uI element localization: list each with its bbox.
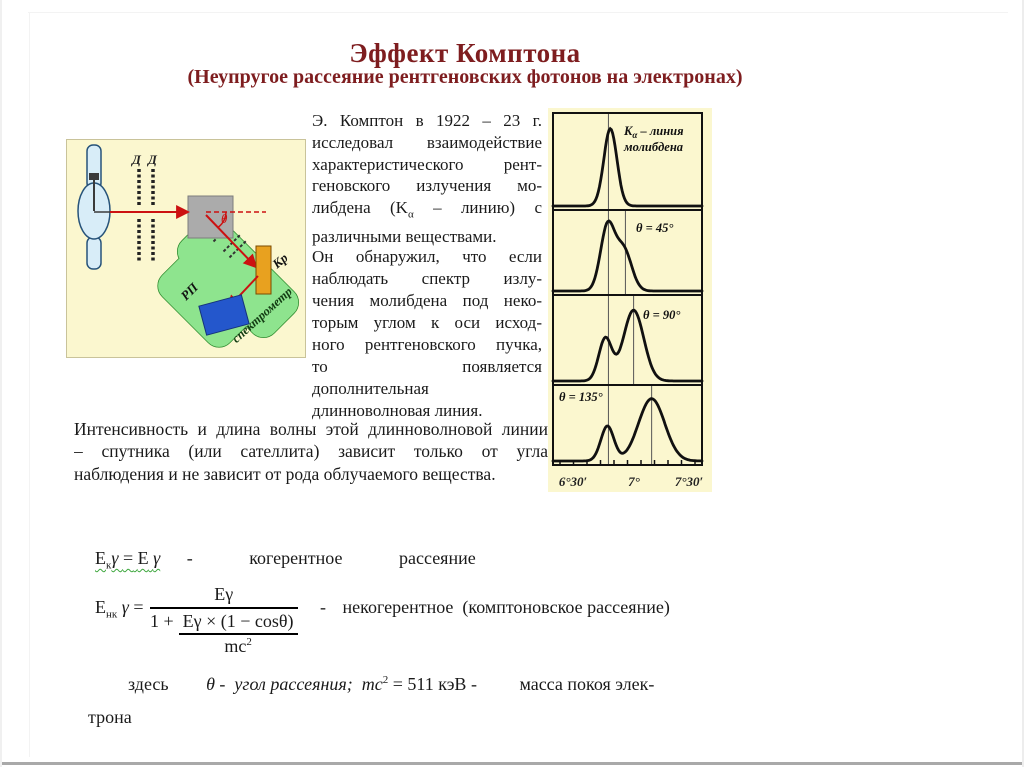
definitions-line-cont: трона	[88, 707, 132, 727]
panel4-angle-label: θ = 135°	[559, 390, 603, 404]
text-line: торым углом к оси исход-	[312, 313, 542, 332]
slide-right-edge	[1022, 0, 1024, 767]
fraction-numerator: Eγ	[150, 584, 298, 609]
text-line: Он обнаружил, что если	[312, 247, 542, 266]
inner-denominator: mc2	[224, 636, 252, 656]
guide-line-top	[28, 12, 1008, 13]
intro-paragraph-1: Э. Комптон в 1922 – 23 г. исследовал вза…	[312, 110, 542, 248]
slide-left-edge	[0, 0, 2, 767]
coherent-formula: Eкγ = E γ	[95, 548, 161, 572]
spectra-chart: Kα – линия молибдена θ = 45° θ = 90° θ =…	[548, 108, 712, 492]
chart-background	[548, 108, 712, 492]
text-line: различными веществами.	[312, 227, 497, 247]
definitions-line: здесь θ - угол рассеяния; mc2 = 511 кэВ …	[128, 674, 655, 694]
spectrum-curve-source	[551, 126, 704, 208]
mc2-value: = 511 кэВ -	[388, 674, 477, 694]
here-word: здесь	[128, 674, 169, 694]
text-line: ного рентгеновского пучка,	[312, 335, 542, 354]
text-line: характеристического рент-	[312, 154, 542, 174]
mass-definition: масса покоя элек-	[519, 674, 655, 694]
scattering-angle-arc	[217, 211, 227, 228]
experiment-diagram: Д Д θ Кр РП спектрометр	[66, 139, 306, 358]
panel3-angle-label: θ = 90°	[643, 308, 680, 322]
inner-numerator: Eγ × (1 − cosθ)	[178, 611, 298, 635]
panel2-angle-label: θ = 45°	[636, 221, 673, 235]
text-line: наблюдать спектр излу-	[312, 269, 542, 288]
text-line: геновского излучения мо-	[312, 176, 542, 196]
x-tick-label: 6°30′	[559, 474, 588, 489]
text-line: исследовал взаимодействие	[312, 132, 542, 152]
text-line: чения молибдена под неко-	[312, 291, 542, 310]
slide-bottom-edge	[0, 762, 1024, 765]
page-subtitle: (Неупругое рассеяние рентгеновских фотон…	[187, 66, 743, 88]
x-tick-label: 7°	[628, 474, 641, 489]
text-line: либдена (Kα – линию) с	[312, 198, 542, 221]
dash: -	[320, 597, 326, 617]
spectrum-curve-45	[551, 219, 704, 293]
panel1-label-line2: молибдена	[623, 140, 683, 154]
theta-label: θ	[221, 211, 228, 226]
coherent-label-1: когерентное	[249, 548, 343, 568]
incoherent-label: некогерентное (комптоновское рассеяние)	[342, 597, 670, 617]
text-line: – спутника (или сателлита) зависит тольк…	[74, 441, 548, 462]
x-tick-label: 7°30′	[675, 474, 704, 489]
incoherent-formula-fraction: Eγ 1 + Eγ × (1 − cosθ) mc2	[150, 584, 298, 657]
intro-paragraph-2: Он обнаружил, что если наблюдать спектр …	[312, 246, 542, 422]
coherent-label-2: рассеяние	[399, 548, 476, 568]
slit-label-right: Д	[147, 152, 158, 167]
diaphragm-slits-icon	[137, 169, 155, 261]
spectrum-curve-135	[551, 397, 704, 463]
spectrum-curve-90	[551, 308, 704, 383]
spectrometer-body	[157, 215, 300, 348]
text-line: длинноволновая линия.	[312, 401, 483, 420]
slit-label-left: Д	[131, 152, 142, 167]
page-title: Эффект Комптона	[349, 38, 581, 68]
text-line: наблюдения и не зависит от рода облучаем…	[74, 463, 496, 484]
scattered-beam-arrow	[205, 214, 258, 269]
text-line: Э. Комптон в 1922 – 23 г.	[312, 111, 542, 130]
crystal-block	[255, 245, 272, 295]
text-line: то появляется	[312, 357, 542, 376]
detector-block	[198, 294, 250, 336]
incoherent-formula-lhs: Eнк γ =	[95, 597, 144, 621]
incoherent-formula-label: - некогерентное (комптоновское рассеяние…	[320, 597, 670, 618]
panel1-label-line1: Kα – линия	[623, 124, 684, 140]
coherent-formula-line: Eкγ = E γ - когерентное рассеяние	[95, 548, 476, 572]
text-line: дополнительная	[312, 379, 429, 398]
den-prefix: 1 +	[150, 611, 174, 631]
text-line: Интенсивность и длина волны этой длиннов…	[74, 419, 548, 439]
xray-tube-icon	[77, 144, 111, 270]
dash: -	[186, 548, 193, 568]
note-paragraph: Интенсивность и длина волны этой длиннов…	[74, 418, 548, 485]
guide-line-left	[29, 12, 30, 757]
theta-definition: θ - угол рассеяния; mc	[206, 674, 383, 694]
